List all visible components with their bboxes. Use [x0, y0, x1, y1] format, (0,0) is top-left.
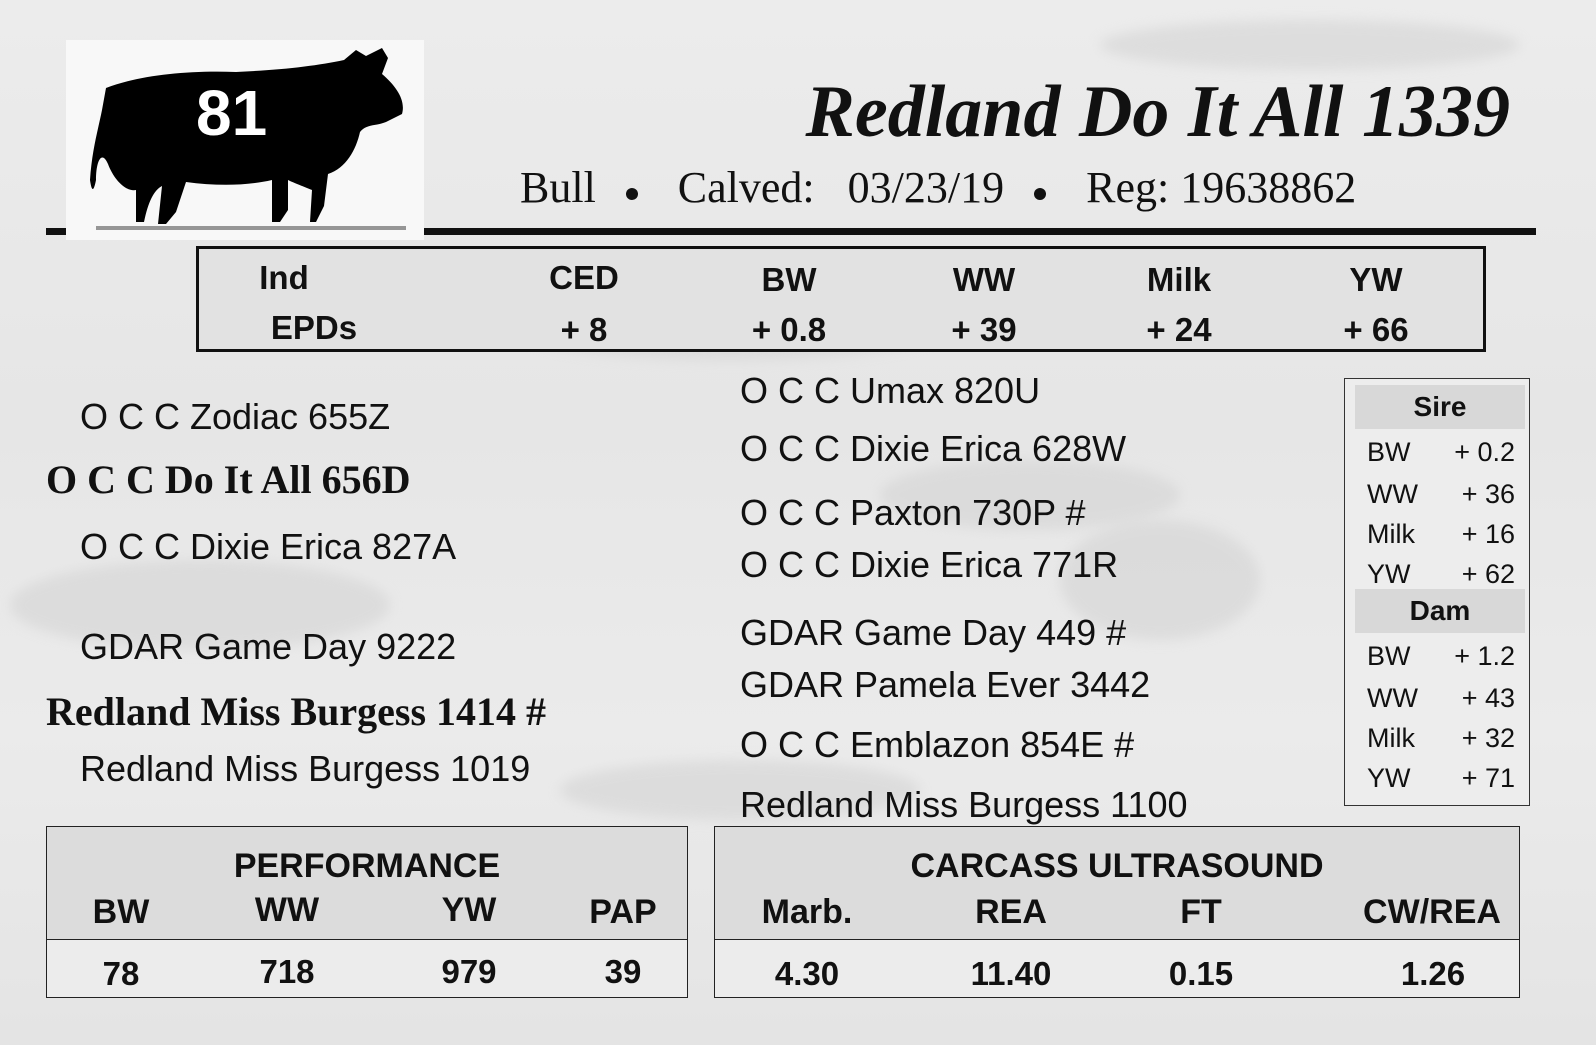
calved-label: Calved:: [677, 163, 815, 212]
pedigree-sire-sire: O C C Zodiac 655Z: [80, 396, 391, 437]
carcass-value: 4.30: [774, 955, 840, 992]
sire-epd-value: + 16: [1461, 519, 1515, 549]
performance-value: 39: [604, 953, 642, 990]
performance-title: PERFORMANCE: [233, 847, 501, 885]
lot-number: 81: [196, 77, 268, 149]
performance-col-header: BW: [92, 893, 150, 931]
carcass-value: 11.40: [970, 955, 1052, 992]
sire-dam-epd-box: Sire BW + 0.2 WW + 36 Milk + 16 YW + 62 …: [1344, 378, 1530, 806]
background-texture: [1060, 520, 1260, 640]
performance-col-header: WW: [254, 891, 320, 929]
reg-label: Reg:: [1086, 163, 1170, 212]
carcass-col-header: Marb.: [761, 893, 853, 931]
pedigree-sire: O C C Do It All 656D: [46, 457, 411, 502]
divider: [46, 228, 66, 235]
epd-col-header: CED: [549, 259, 619, 296]
epd-col-header: Milk: [1146, 261, 1212, 298]
sire-epd-label: YW: [1367, 559, 1411, 589]
carcass-col-header: CW/REA: [1363, 893, 1501, 931]
epd-col-header: YW: [1349, 261, 1403, 298]
performance-header: [47, 827, 687, 940]
epd-label-ind: Ind: [259, 259, 309, 296]
pedigree-ggp: Redland Miss Burgess 1100: [740, 784, 1188, 825]
pedigree-ggp: O C C Umax 820U: [740, 370, 1041, 411]
carcass-col-header: FT: [1180, 893, 1222, 931]
carcass-title: CARCASS ULTRASOUND: [910, 847, 1324, 885]
dam-epd-label: YW: [1367, 763, 1411, 793]
pedigree-dam-dam: Redland Miss Burgess 1019: [80, 748, 531, 789]
epd-label-epds: EPDs: [270, 309, 358, 346]
sire-epd-label: WW: [1367, 479, 1418, 509]
performance-col-header: YW: [441, 891, 497, 929]
dam-epd-label: Milk: [1367, 723, 1415, 753]
animal-name: Redland Do It All 1339: [805, 71, 1510, 153]
pedigree-sire-dam: O C C Dixie Erica 827A: [80, 526, 457, 567]
epd-col-value: + 39: [951, 311, 1017, 348]
sire-epd-label: BW: [1367, 437, 1411, 467]
epd-col-value: + 0.8: [751, 311, 827, 348]
reg-number: 19638862: [1180, 163, 1357, 212]
performance-value: 78: [102, 955, 140, 992]
performance-col-header: PAP: [589, 893, 657, 931]
carcass-value: 1.26: [1400, 955, 1466, 992]
lot-logo: [66, 40, 424, 240]
carcass-header: [715, 827, 1519, 940]
dam-epd-value: + 43: [1461, 683, 1515, 713]
pedigree-ggp: O C C Dixie Erica 628W: [740, 428, 1127, 469]
sire-epd-value: + 0.2: [1454, 437, 1515, 467]
performance-value: 979: [441, 953, 497, 990]
pedigree-dam-sire: GDAR Game Day 9222: [80, 626, 457, 667]
animal-details: Bull Calved: 03/23/19 Reg: 19638862: [520, 162, 1356, 213]
sire-epd-value: + 62: [1461, 559, 1515, 589]
performance-table: PERFORMANCE BW WW YW PAP 78 718 979 39: [46, 826, 688, 998]
epd-col-header: BW: [761, 261, 817, 298]
individual-epd-table: Ind EPDs CED + 8 BW + 0.8 WW + 39 Milk +…: [196, 246, 1486, 352]
dam-epd-value: + 1.2: [1454, 641, 1515, 671]
carcass-value: 0.15: [1168, 955, 1234, 992]
carcass-ultrasound-table: CARCASS ULTRASOUND Marb. REA FT CW/REA 4…: [714, 826, 1520, 998]
bull-silhouette-icon: [90, 48, 406, 230]
dam-epd-heading: Dam: [1355, 589, 1525, 633]
sire-epd-label: Milk: [1367, 519, 1415, 549]
dam-epd-value: + 71: [1461, 763, 1515, 793]
dam-epd-value: + 32: [1461, 723, 1515, 753]
calved-date: 03/23/19: [847, 163, 1005, 212]
separator-dot: [625, 187, 638, 200]
background-texture: [1100, 20, 1520, 70]
divider: [424, 228, 1536, 235]
epd-col-value: + 24: [1146, 311, 1212, 348]
background-texture: [880, 460, 1180, 530]
pedigree-ggp: O C C Dixie Erica 771R: [740, 544, 1119, 585]
carcass-col-header: REA: [975, 893, 1047, 931]
dam-epd-label: BW: [1367, 641, 1411, 671]
pedigree-dam: Redland Miss Burgess 1414 #: [46, 689, 547, 734]
animal-sex: Bull: [520, 163, 596, 212]
background-texture: [560, 760, 920, 820]
dam-epd-label: WW: [1367, 683, 1418, 713]
sire-epd-heading: Sire: [1355, 385, 1525, 429]
background-texture: [10, 560, 390, 650]
sire-epd-value: + 36: [1461, 479, 1515, 509]
pedigree-ggp: GDAR Pamela Ever 3442: [740, 664, 1151, 705]
performance-value: 718: [259, 953, 315, 990]
pedigree-ggp: O C C Emblazon 854E #: [740, 724, 1135, 765]
epd-col-value: + 66: [1343, 311, 1409, 348]
pedigree-ggp: O C C Paxton 730P #: [740, 492, 1086, 533]
separator-dot: [1034, 187, 1047, 200]
epd-col-value: + 8: [560, 311, 608, 348]
epd-col-header: WW: [952, 261, 1016, 298]
pedigree-ggp: GDAR Game Day 449 #: [740, 612, 1127, 653]
